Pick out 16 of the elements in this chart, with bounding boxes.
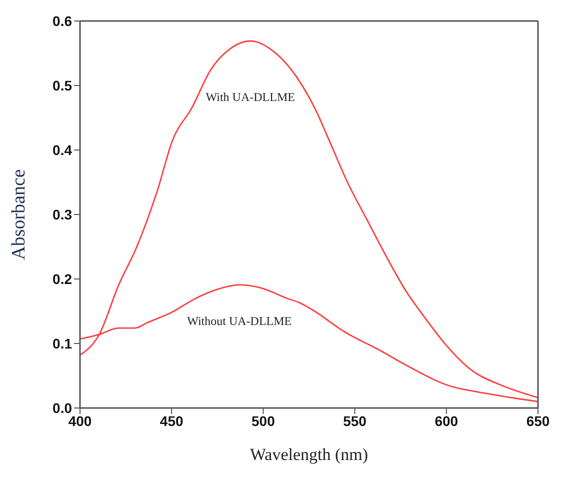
y-axis-title: Absorbance: [8, 169, 30, 260]
y-tick-label: 0.6: [52, 12, 72, 29]
line-series: [80, 40, 538, 398]
y-tick-label: 0.5: [52, 77, 72, 94]
x-tick-label: 450: [160, 412, 184, 429]
x-tick-label: 550: [343, 412, 367, 429]
y-tick-label: 0.2: [52, 270, 72, 287]
series-label: Without UA-DLLME: [187, 314, 292, 328]
x-tick-label: 500: [252, 412, 276, 429]
x-tick-label: 600: [434, 412, 458, 429]
x-tick-label: 650: [526, 412, 550, 429]
y-tick-label: 0.4: [52, 142, 72, 158]
x-axis-title: Wavelength (nm): [250, 445, 368, 464]
y-tick-label: 0.3: [52, 206, 72, 222]
series-label: With UA-DLLME: [206, 90, 295, 104]
y-tick-label: 0.1: [52, 335, 72, 352]
